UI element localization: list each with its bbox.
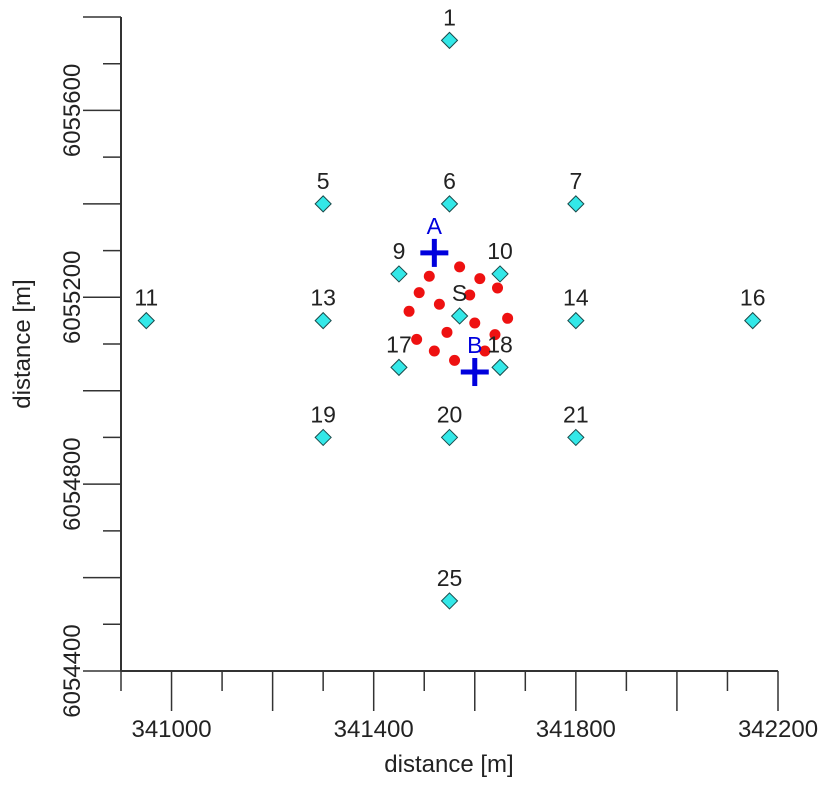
- red-dot: [454, 261, 466, 273]
- red-dot: [403, 305, 415, 317]
- point-label: 13: [310, 285, 336, 311]
- point-label: 11: [134, 285, 158, 311]
- diamond-marker: [440, 428, 459, 447]
- diamond-marker: [744, 311, 762, 330]
- diamond-marker: [567, 428, 585, 447]
- point-label: 25: [437, 565, 463, 591]
- diamond-marker: [440, 195, 459, 213]
- point-label: 5: [317, 168, 330, 194]
- x-tick-label: 341800: [536, 716, 616, 743]
- diamond-marker: [137, 311, 155, 330]
- point-label: 20: [437, 401, 463, 427]
- cross-label: B: [467, 332, 482, 358]
- marks: 1 5 6 7 9 10 11 13 S 14 16 17 18 19 20 21 25 A B: [134, 4, 766, 610]
- red-dot: [464, 289, 476, 301]
- x-tick-label: 341000: [131, 716, 211, 743]
- axes: 341000 341400 341800 342200 6054400 6054800 60…: [59, 16, 818, 743]
- red-dot: [469, 317, 481, 329]
- diamond-marker: [567, 311, 585, 330]
- point-label: 10: [487, 238, 513, 264]
- point-label: 14: [563, 285, 589, 311]
- point-label: 7: [569, 168, 582, 194]
- y-tick-label: 6054400: [59, 624, 86, 717]
- diamond-marker: [440, 31, 459, 50]
- red-dot: [474, 273, 486, 285]
- diamond-marker: [450, 307, 469, 325]
- diamond-marker: [567, 195, 585, 213]
- red-dot: [413, 287, 425, 299]
- y-tick-label: 6054800: [59, 437, 86, 530]
- x-tick-label: 342200: [738, 716, 818, 743]
- x-tick-label: 341400: [334, 716, 414, 743]
- cross-label: A: [427, 213, 443, 239]
- diamond-marker: [314, 428, 332, 447]
- red-dot: [502, 312, 514, 324]
- diamond-marker: [491, 265, 509, 283]
- red-dot: [423, 270, 435, 282]
- x-axis-label: distance [m]: [384, 751, 513, 778]
- red-dot: [411, 333, 423, 345]
- diamond-marker: [314, 311, 332, 330]
- point-label: 19: [310, 401, 336, 427]
- diamond-marker: [491, 358, 509, 377]
- red-dot: [479, 345, 491, 357]
- red-dot: [441, 326, 453, 338]
- red-dot: [433, 298, 445, 310]
- diamond-marker: [314, 195, 332, 213]
- y-tick-label: 6055600: [59, 64, 86, 157]
- point-label: 16: [740, 285, 766, 311]
- red-dot: [489, 329, 501, 341]
- point-label: 6: [443, 168, 456, 194]
- y-tick-label: 6055200: [59, 251, 86, 344]
- point-label: S: [452, 280, 467, 306]
- point-label: 17: [386, 331, 412, 357]
- point-label: 9: [393, 238, 406, 264]
- point-label: 1: [443, 4, 456, 30]
- diamond-marker: [390, 358, 408, 377]
- point-label: 21: [563, 401, 589, 427]
- red-dot: [492, 282, 504, 294]
- red-dot: [428, 345, 440, 357]
- diamond-marker: [390, 265, 408, 283]
- diamond-marker: [440, 592, 459, 610]
- y-axis-label: distance [m]: [9, 279, 36, 408]
- red-dot: [449, 354, 461, 366]
- point-label: 18: [487, 331, 513, 357]
